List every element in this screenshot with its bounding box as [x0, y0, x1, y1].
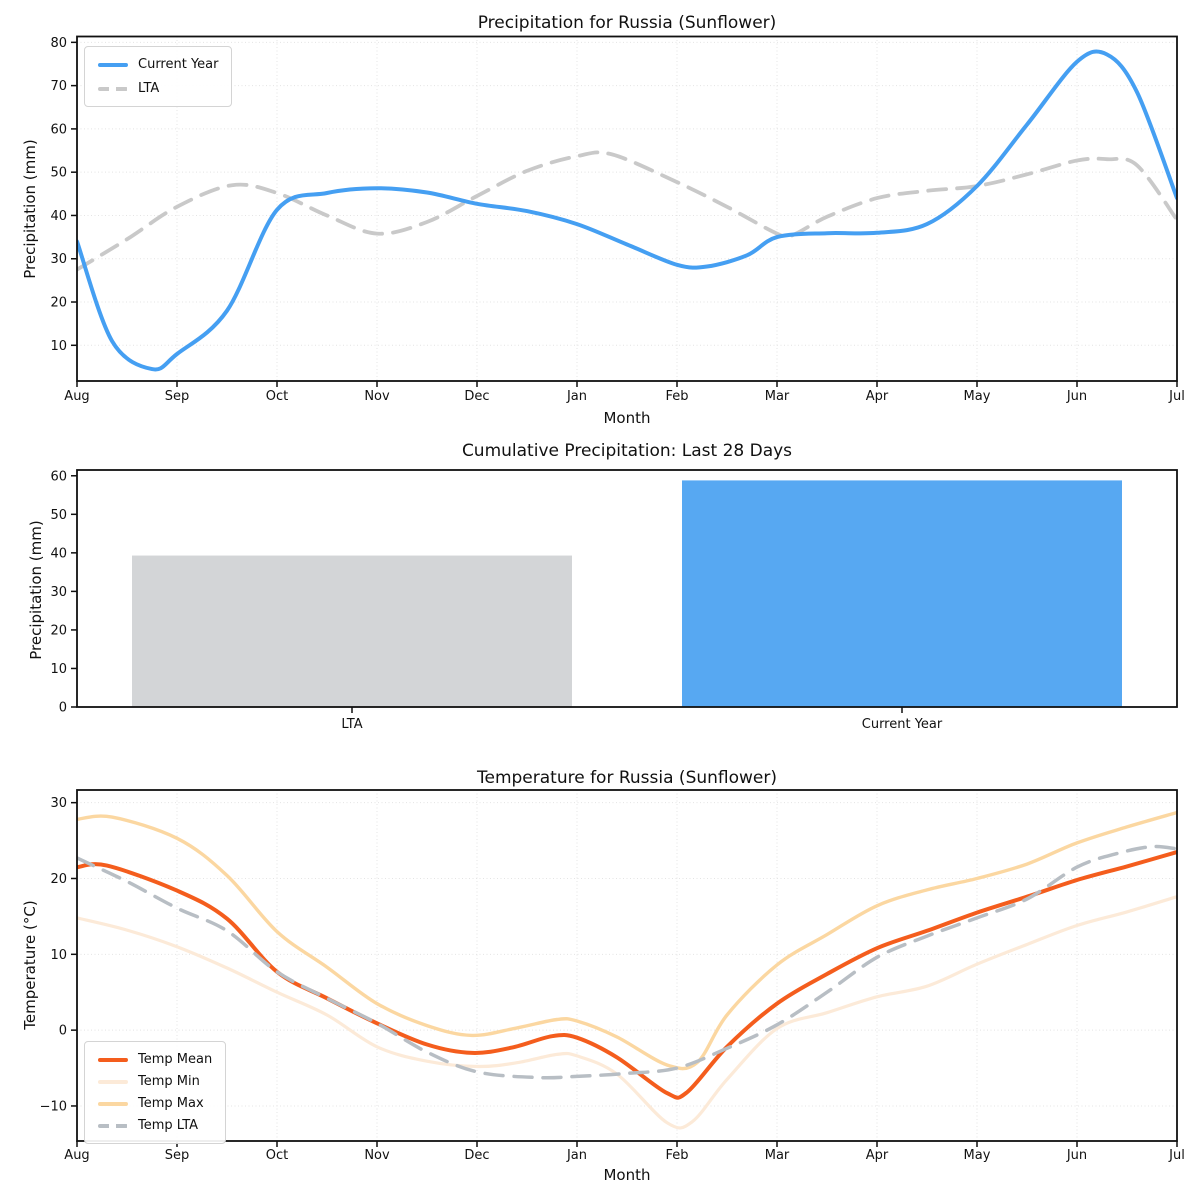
x-tick-label: Nov [364, 1148, 390, 1163]
plot-border [76, 789, 1178, 1142]
legend-item-temp-mean: Temp Mean [98, 1051, 212, 1068]
category-label: Current Year [862, 717, 943, 732]
y-tick-label: 30 [50, 252, 67, 267]
y-tick-label: 70 [50, 79, 67, 94]
x-tick-label: Jan [566, 1148, 587, 1163]
cumulative-bar-chart: 0 10 20 30 40 50 60 LTA Current Year [50, 469, 1178, 732]
plot-border [76, 469, 1178, 708]
y-tick-label: 60 [50, 122, 67, 137]
legend-label: Temp Max [138, 1096, 204, 1111]
legend-item-temp-min: Temp Min [98, 1073, 212, 1090]
cumulative-ylabel: Precipitation (mm) [27, 520, 45, 660]
y-tick-label: 20 [50, 296, 67, 311]
legend-label: Temp LTA [138, 1118, 199, 1133]
x-tick-label: Apr [866, 1148, 889, 1163]
x-tick-label: Mar [765, 1148, 790, 1163]
y-tick-label: 40 [50, 209, 67, 224]
x-tick-label: May [964, 1148, 991, 1163]
x-tick-label: May [964, 389, 991, 404]
y-tick-label: 20 [50, 623, 67, 638]
y-tick-label: 60 [50, 469, 67, 484]
y-tick-label: 20 [50, 872, 67, 887]
legend-item-temp-max: Temp Max [98, 1095, 212, 1112]
y-tick-label: 10 [50, 339, 67, 354]
y-tick-label: 50 [50, 166, 67, 181]
temp-lta-line [77, 844, 1177, 1080]
x-tick-label: Feb [665, 389, 688, 404]
y-tick-label: 80 [50, 36, 67, 51]
y-tick-label: 10 [50, 662, 67, 677]
current-year-line [77, 49, 1177, 372]
y-tick-label: 0 [59, 1024, 67, 1039]
x-tick-label: Oct [266, 1148, 288, 1163]
x-tick-label: Nov [364, 389, 390, 404]
temp-ylabel: Temperature (°C) [21, 900, 39, 1030]
y-tick-label: 50 [50, 508, 67, 523]
x-tick-label: Feb [665, 1148, 688, 1163]
y-tick-label: 10 [50, 948, 67, 963]
x-tick-label: Aug [64, 389, 89, 404]
x-tick-label: Jan [566, 389, 587, 404]
x-tick-label: Jul [1168, 389, 1185, 404]
legend-label: Current Year [138, 57, 219, 72]
x-tick-label: Dec [464, 1148, 489, 1163]
x-tick-label: Jun [1066, 389, 1087, 404]
temp-min-line-swatch [98, 1079, 128, 1084]
legend-label: LTA [138, 81, 160, 96]
category-label: LTA [341, 717, 362, 732]
y-tick-label: 30 [50, 796, 67, 811]
precipitation-line-chart: 10 20 30 40 50 60 70 80 Aug Sep Oct Nov Dec Jan Feb Mar… [50, 35, 1185, 404]
x-tick-label: Aug [64, 1148, 89, 1163]
precip-xlabel: Month [603, 409, 651, 427]
y-tick-label: 0 [59, 701, 67, 716]
lta-bar [132, 555, 572, 707]
y-tick-label: 30 [50, 585, 67, 600]
lta-line [77, 150, 1177, 272]
current-year-bar [682, 480, 1122, 707]
x-tick-label: Sep [165, 389, 190, 404]
legend-label: Temp Min [138, 1074, 200, 1089]
temp-legend: Temp Mean Temp Min Temp Max Temp LTA [84, 1041, 227, 1144]
x-tick-label: Oct [266, 389, 288, 404]
temp-chart-title: Temperature for Russia (Sunflower) [476, 768, 777, 788]
temp-xlabel: Month [603, 1166, 651, 1184]
precip-ylabel: Precipitation (mm) [21, 139, 39, 279]
temperature-line-chart: −10 0 10 20 30 Aug Sep Oct Nov Dec Jan Feb Mar Apr May… [40, 789, 1185, 1163]
lta-line-swatch [98, 86, 128, 91]
legend-item-lta: LTA [98, 80, 218, 97]
temp-max-line-swatch [98, 1101, 128, 1106]
x-tick-label: Dec [464, 389, 489, 404]
legend-item-current-year: Current Year [98, 56, 218, 73]
x-tick-label: Jul [1168, 1148, 1185, 1163]
precip-chart-title: Precipitation for Russia (Sunflower) [477, 13, 777, 33]
temp-max-line [77, 810, 1177, 1071]
temp-mean-line [77, 850, 1177, 1100]
cumulative-chart-title: Cumulative Precipitation: Last 28 Days [461, 441, 793, 461]
current-year-line-swatch [98, 62, 128, 67]
legend-item-temp-lta: Temp LTA [98, 1117, 212, 1134]
y-tick-label: 40 [50, 546, 67, 561]
precip-legend: Current Year LTA [84, 46, 233, 107]
x-tick-label: Sep [165, 1148, 190, 1163]
temp-mean-line-swatch [98, 1057, 128, 1062]
x-tick-label: Mar [765, 389, 790, 404]
y-tick-label: −10 [40, 1099, 67, 1114]
x-tick-label: Jun [1066, 1148, 1087, 1163]
plot-border [76, 35, 1178, 382]
x-tick-label: Apr [866, 389, 889, 404]
temp-lta-line-swatch [98, 1123, 128, 1128]
legend-label: Temp Mean [138, 1052, 213, 1067]
